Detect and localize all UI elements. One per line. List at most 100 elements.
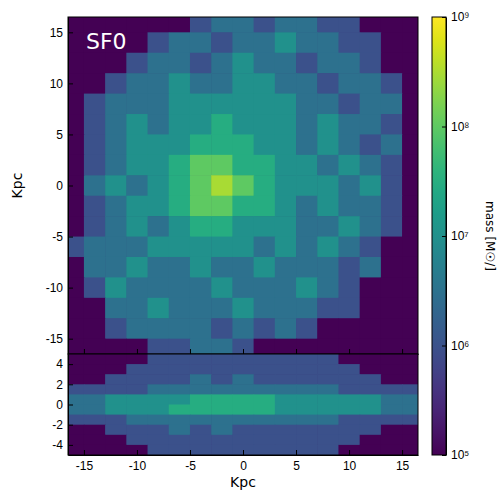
cell — [232, 114, 254, 135]
cell — [381, 374, 403, 385]
cell — [190, 216, 212, 237]
cell — [275, 237, 297, 258]
cell — [105, 175, 127, 196]
cell — [275, 298, 297, 319]
cell — [232, 94, 254, 115]
cell — [402, 175, 418, 196]
cell — [338, 237, 360, 258]
cell — [126, 175, 148, 196]
cell — [317, 114, 339, 135]
cell — [232, 134, 254, 155]
cell — [126, 415, 148, 426]
cell — [232, 394, 254, 405]
cell — [211, 374, 233, 385]
cell — [254, 257, 276, 278]
cell — [148, 114, 170, 135]
cell — [360, 339, 382, 354]
cell — [105, 318, 127, 339]
cell — [169, 425, 191, 436]
y-axis: -4-2024 — [52, 355, 73, 456]
cell — [402, 114, 418, 135]
cell — [190, 445, 212, 455]
cell — [275, 134, 297, 155]
y-axis: -15-10-5051015 — [46, 18, 73, 355]
cell — [126, 114, 148, 135]
cell — [190, 237, 212, 258]
cell — [190, 73, 212, 94]
cell — [148, 318, 170, 339]
tick-mark — [68, 32, 73, 33]
cell — [381, 216, 403, 237]
cell — [68, 445, 85, 455]
cell — [126, 394, 148, 405]
cell — [232, 318, 254, 339]
cell — [190, 155, 212, 176]
tick-label: 10 — [50, 77, 64, 91]
cell — [126, 196, 148, 217]
cell — [126, 237, 148, 258]
cell — [105, 445, 127, 455]
cell — [296, 134, 318, 155]
tick-label: 10⁹ — [451, 10, 470, 24]
cell — [232, 298, 254, 319]
tick-mark — [68, 288, 73, 289]
cell — [381, 175, 403, 196]
cell — [148, 405, 170, 416]
cell — [105, 354, 127, 365]
cell — [105, 374, 127, 385]
cell — [126, 277, 148, 298]
cell — [402, 237, 418, 258]
cell — [169, 32, 191, 53]
cell — [169, 155, 191, 176]
cell — [148, 17, 170, 33]
cell — [148, 196, 170, 217]
cell — [126, 53, 148, 74]
cell — [317, 339, 339, 354]
cell — [296, 94, 318, 115]
cell — [296, 405, 318, 416]
cell — [254, 364, 276, 375]
cell — [68, 53, 85, 74]
cell — [275, 425, 297, 436]
cell — [360, 354, 382, 365]
cell — [381, 277, 403, 298]
cell — [402, 354, 418, 365]
cell — [275, 32, 297, 53]
cell — [360, 73, 382, 94]
cell — [317, 415, 339, 426]
cell — [232, 277, 254, 298]
cell — [126, 257, 148, 278]
cell — [317, 405, 339, 416]
cell — [317, 435, 339, 446]
cell — [84, 425, 106, 436]
cell — [190, 354, 212, 365]
tick-mark — [137, 349, 138, 354]
cell — [232, 53, 254, 74]
cell — [360, 17, 382, 33]
cell — [254, 94, 276, 115]
tick: 10⁷ — [442, 229, 469, 243]
cell — [254, 384, 276, 395]
tick-label: -5 — [185, 459, 196, 473]
cell — [68, 155, 85, 176]
tick-mark — [68, 384, 73, 385]
cell — [84, 318, 106, 339]
cell — [84, 134, 106, 155]
tick-label: -15 — [76, 459, 94, 473]
cell — [275, 384, 297, 395]
cell — [105, 237, 127, 258]
cell — [105, 339, 127, 354]
cell — [148, 435, 170, 446]
cell — [68, 196, 85, 217]
cell — [381, 394, 403, 405]
tick: 5 — [56, 128, 73, 142]
cell — [169, 339, 191, 354]
cell — [317, 237, 339, 258]
cell — [232, 435, 254, 446]
cell — [232, 425, 254, 436]
cell — [232, 405, 254, 416]
cell — [381, 339, 403, 354]
cell — [317, 374, 339, 385]
cell — [232, 374, 254, 385]
cell — [360, 374, 382, 385]
